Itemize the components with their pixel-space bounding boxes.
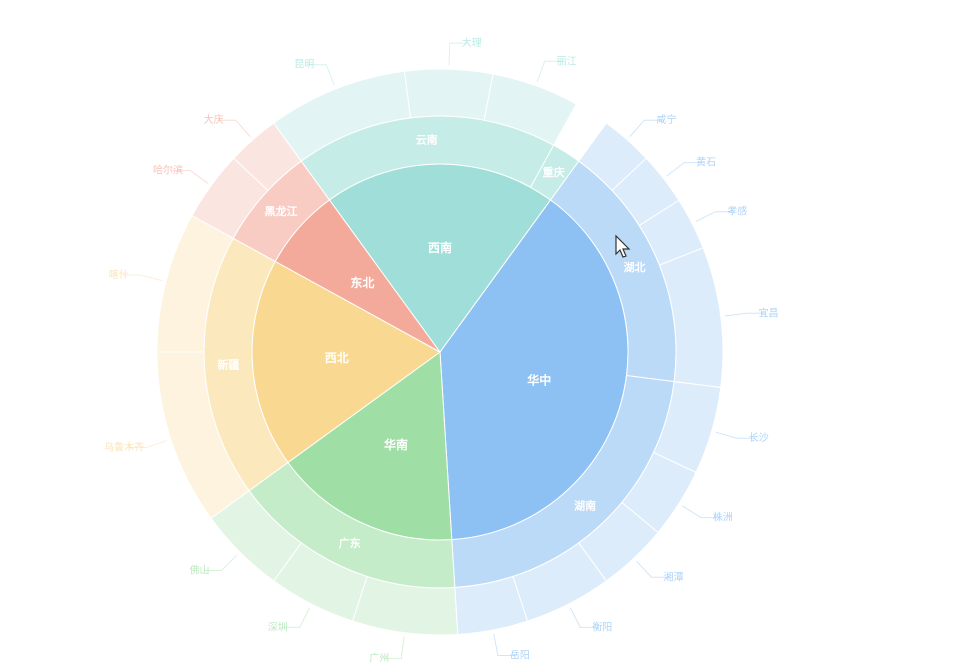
segment-label: 东北	[350, 275, 374, 290]
segment-label: 湖南	[574, 499, 596, 513]
outer-label: 株洲	[713, 511, 733, 524]
leader-line	[629, 119, 663, 138]
segment-label: 西南	[428, 240, 452, 255]
leader-line	[217, 119, 251, 138]
sunburst-segment	[483, 73, 578, 146]
outer-label: 长沙	[749, 432, 769, 444]
leader-line	[666, 162, 703, 177]
segment-label: 华中	[527, 372, 551, 387]
outer-label: 咸宁	[656, 113, 676, 126]
outer-label: 湘潭	[664, 570, 684, 583]
outer-label: 大庆	[204, 113, 224, 126]
segment-label: 湖北	[624, 260, 646, 274]
outer-label: 丽江	[557, 55, 577, 67]
sunburst-segment	[529, 144, 580, 201]
leader-line	[682, 505, 719, 519]
outer-label: 岳阳	[510, 650, 530, 662]
outer-label: 深圳	[268, 621, 288, 633]
leader-line	[448, 42, 468, 66]
outer-label: 宜昌	[759, 306, 779, 319]
sunburst-segment	[403, 68, 494, 121]
cursor	[615, 234, 631, 258]
leader-line	[724, 312, 765, 317]
outer-label: 孝感	[727, 205, 747, 218]
outer-label: 大理	[462, 36, 482, 49]
segment-label: 西北	[325, 350, 349, 365]
segment-label: 华南	[384, 437, 408, 452]
outer-label: 广州	[369, 653, 389, 665]
leader-line	[203, 554, 238, 571]
leader-line	[536, 60, 563, 83]
segment-label: 新疆	[217, 357, 239, 371]
outer-label: 衡阳	[592, 621, 612, 633]
leader-line	[383, 636, 405, 660]
leader-line	[128, 440, 168, 448]
outer-label: 佛山	[190, 563, 210, 576]
outer-label: 喀什	[109, 268, 129, 281]
outer-label: 黄石	[696, 156, 716, 169]
segment-label: 广东	[339, 536, 361, 550]
outer-label: 乌鲁木齐	[104, 440, 144, 453]
leader-line	[636, 560, 670, 578]
segment-label: 黑龙江	[264, 204, 297, 218]
leader-line	[308, 64, 335, 86]
outer-label: 哈尔滨	[153, 163, 183, 176]
leader-line	[281, 607, 311, 628]
leader-line	[172, 169, 209, 184]
segment-label: 云南	[416, 132, 438, 146]
leader-line	[493, 633, 516, 657]
outer-label: 昆明	[294, 59, 314, 71]
segment-label: 重庆	[543, 165, 565, 179]
leader-line	[695, 211, 734, 223]
leader-line	[569, 607, 599, 628]
leader-line	[122, 274, 163, 282]
leader-line	[715, 431, 755, 439]
